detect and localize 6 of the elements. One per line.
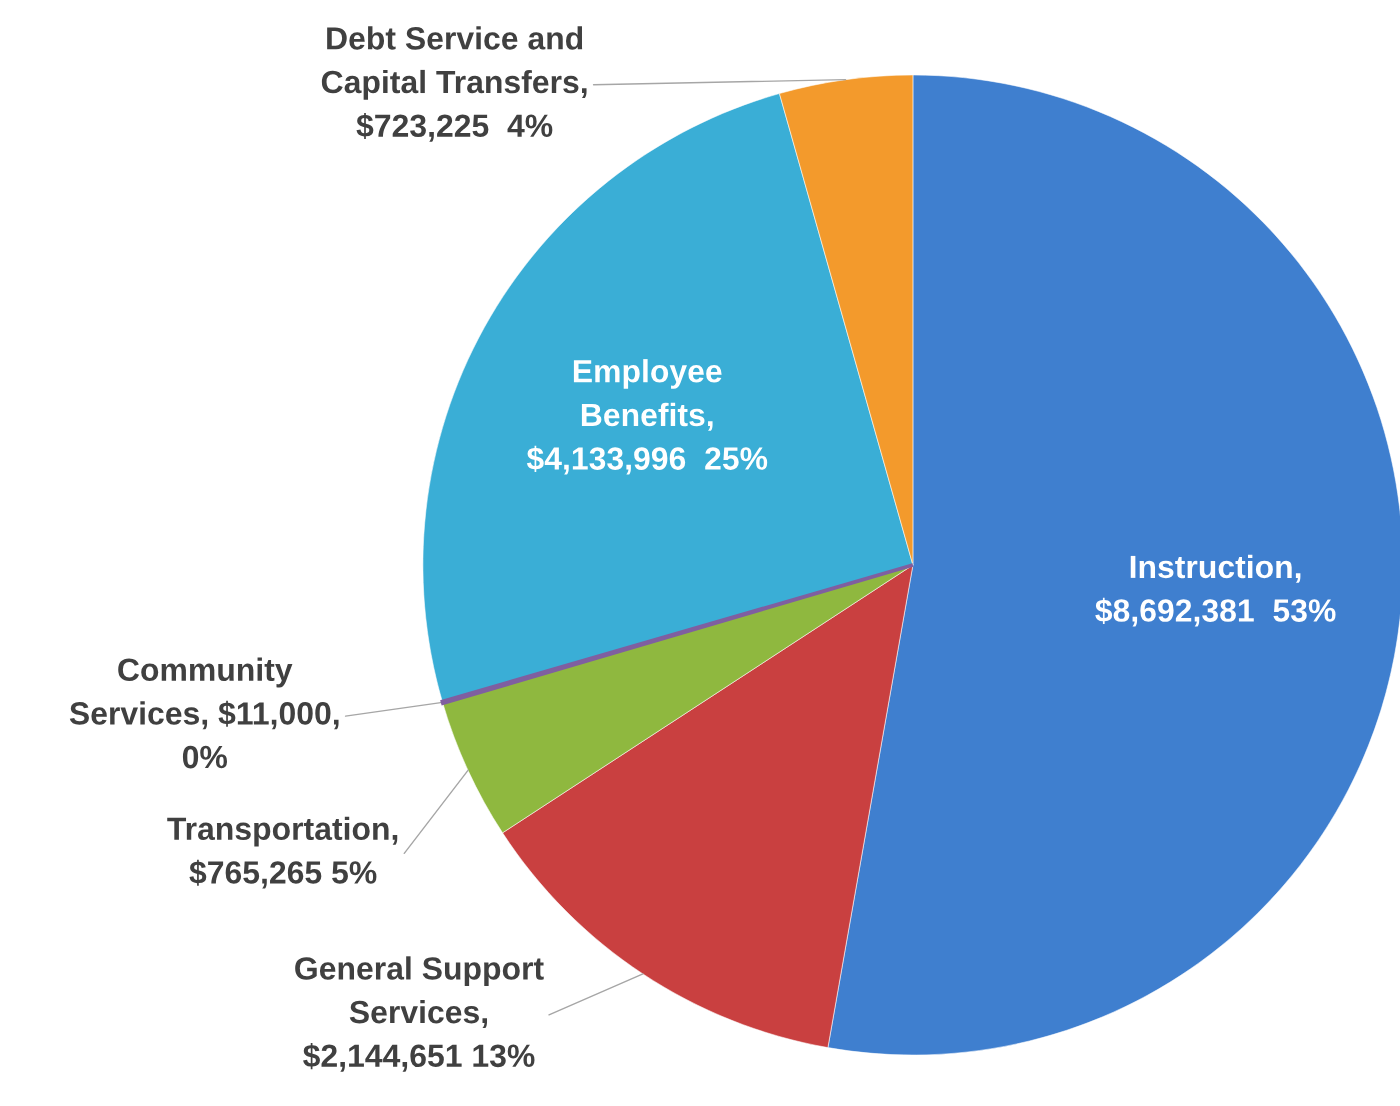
slice-label: Employee Benefits, $4,133,996 25% — [526, 359, 768, 475]
slice-label: General Support Services, $2,144,651 13% — [295, 956, 544, 1072]
slice-label: Transportation, $765,265 5% — [167, 816, 398, 889]
slice-label: Debt Service and Capital Transfers, $723,225 4% — [321, 26, 587, 142]
slice-label: Community Services, $11,000, 0% — [69, 657, 339, 769]
slice-label: Instruction, $8,692,381 53% — [1095, 554, 1336, 627]
